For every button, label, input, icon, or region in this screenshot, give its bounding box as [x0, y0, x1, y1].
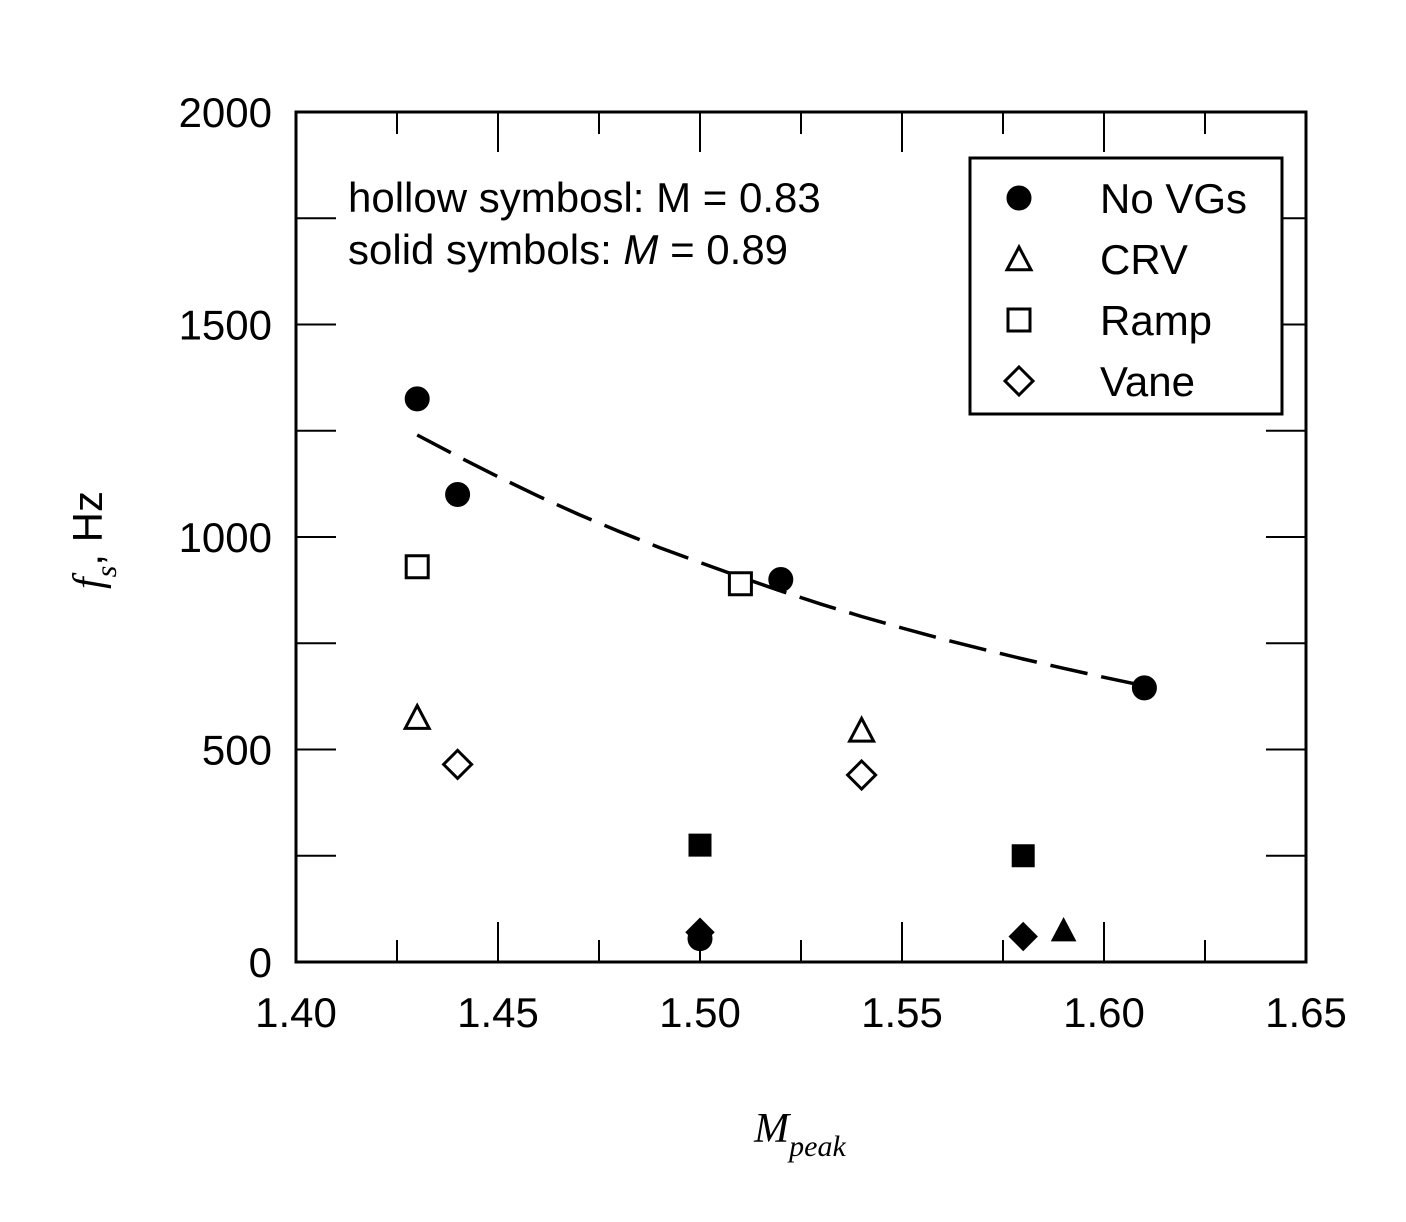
- point-vane-hollow: [441, 748, 474, 781]
- annotation-segment: solid symbols:: [348, 226, 623, 273]
- legend-label-vane: Vane: [1100, 358, 1195, 405]
- legend: No VGs CRV Ramp Vane: [968, 156, 1284, 416]
- point-ramp-solid: [1011, 844, 1035, 868]
- x-axis-label-main: M: [753, 1106, 791, 1152]
- legend-marker-ramp: [1006, 307, 1032, 333]
- legend-marker-crv: [1004, 243, 1034, 272]
- point-crv-hollow: [402, 702, 432, 730]
- y-tick-label: 2000: [179, 89, 272, 136]
- annotation-line-2: solid symbols: M = 0.89: [348, 226, 788, 273]
- y-tick-label: 1000: [179, 514, 272, 561]
- point-no-vgs-solid: [445, 482, 471, 507]
- y-tick-label: 0: [249, 939, 272, 986]
- y-axis-label-rest: , Hz: [64, 491, 111, 566]
- fit-curve: [416, 433, 1145, 688]
- legend-items: No VGs CRV Ramp Vane: [1002, 175, 1247, 405]
- legend-label-ramp: Ramp: [1100, 297, 1212, 344]
- point-crv-hollow: [847, 715, 877, 743]
- point-no-vgs-solid: [768, 567, 794, 592]
- point-no-vgs-solid: [404, 386, 430, 412]
- point-no-vgs-solid: [1131, 675, 1157, 701]
- x-tick-label: 1.60: [1063, 989, 1145, 1036]
- data-points: [402, 386, 1157, 952]
- y-tick-label: 1500: [179, 302, 272, 349]
- x-tick-label: 1.40: [255, 989, 337, 1036]
- legend-label-crv: CRV: [1100, 236, 1188, 283]
- annotation-segment: = 0.89: [658, 226, 788, 273]
- x-axis-label-sub: peak: [787, 1130, 846, 1163]
- point-vane-solid: [1008, 921, 1038, 952]
- annotation-segment: M: [623, 226, 658, 273]
- legend-item-no-vgs: No VGs: [1006, 175, 1247, 222]
- point-vane-hollow: [845, 758, 878, 792]
- point-ramp-hollow: [404, 554, 430, 580]
- point-crv-solid: [1050, 917, 1077, 942]
- point-ramp-solid: [688, 833, 712, 857]
- legend-item-ramp: Ramp: [1006, 297, 1212, 344]
- annotation-segment: hollow symbosl: M = 0.83: [348, 174, 821, 221]
- y-axis-label-group: fs, Hz: [64, 491, 123, 589]
- legend-marker-no-vgs: [1006, 185, 1032, 211]
- x-axis-label: Mpeak: [753, 1106, 846, 1163]
- fit-curve-layer: [416, 433, 1145, 688]
- legend-item-crv: CRV: [1004, 236, 1188, 283]
- x-tick-label: 1.45: [457, 989, 539, 1036]
- x-tick-label: 1.55: [861, 989, 943, 1036]
- y-tick-label: 500: [202, 727, 272, 774]
- annotation-block: hollow symbosl: M = 0.83 solid symbols: …: [348, 174, 821, 273]
- x-tick-label: 1.50: [659, 989, 741, 1036]
- axis-ticks: [295, 111, 1307, 963]
- y-axis-label-sub: s: [90, 566, 123, 578]
- point-ramp-hollow: [727, 571, 753, 597]
- annotation-line-1: hollow symbosl: M = 0.83: [348, 174, 821, 221]
- x-tick-label: 1.65: [1265, 989, 1347, 1036]
- legend-item-vane: Vane: [1002, 358, 1195, 405]
- legend-marker-vane: [1002, 364, 1036, 398]
- axis-tick-labels: 1.40 1.45 1.50 1.55 1.60 1.65 0 500 1000 1500 2000: [179, 89, 1347, 1036]
- y-axis-label: fs, Hz: [64, 491, 123, 589]
- legend-label-no-vgs: No VGs: [1100, 175, 1247, 222]
- point-vane-solid: [685, 917, 715, 947]
